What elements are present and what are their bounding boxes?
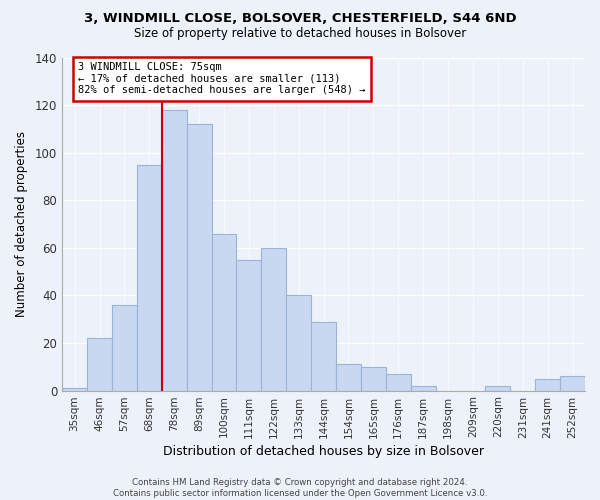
Bar bbox=[560, 376, 585, 390]
Text: 3 WINDMILL CLOSE: 75sqm
← 17% of detached houses are smaller (113)
82% of semi-d: 3 WINDMILL CLOSE: 75sqm ← 17% of detache… bbox=[79, 62, 366, 96]
Bar bbox=[336, 364, 361, 390]
Bar bbox=[212, 234, 236, 390]
X-axis label: Distribution of detached houses by size in Bolsover: Distribution of detached houses by size … bbox=[163, 444, 484, 458]
Bar bbox=[386, 374, 411, 390]
Text: Size of property relative to detached houses in Bolsover: Size of property relative to detached ho… bbox=[134, 28, 466, 40]
Bar bbox=[112, 305, 137, 390]
Bar bbox=[137, 164, 162, 390]
Text: 3, WINDMILL CLOSE, BOLSOVER, CHESTERFIELD, S44 6ND: 3, WINDMILL CLOSE, BOLSOVER, CHESTERFIEL… bbox=[83, 12, 517, 26]
Bar bbox=[62, 388, 87, 390]
Bar bbox=[162, 110, 187, 390]
Bar bbox=[262, 248, 286, 390]
Bar bbox=[535, 378, 560, 390]
Bar bbox=[187, 124, 212, 390]
Text: Contains HM Land Registry data © Crown copyright and database right 2024.
Contai: Contains HM Land Registry data © Crown c… bbox=[113, 478, 487, 498]
Y-axis label: Number of detached properties: Number of detached properties bbox=[15, 131, 28, 317]
Bar bbox=[286, 296, 311, 390]
Bar bbox=[236, 260, 262, 390]
Bar bbox=[311, 322, 336, 390]
Bar bbox=[485, 386, 511, 390]
Bar bbox=[87, 338, 112, 390]
Bar bbox=[411, 386, 436, 390]
Bar bbox=[361, 367, 386, 390]
